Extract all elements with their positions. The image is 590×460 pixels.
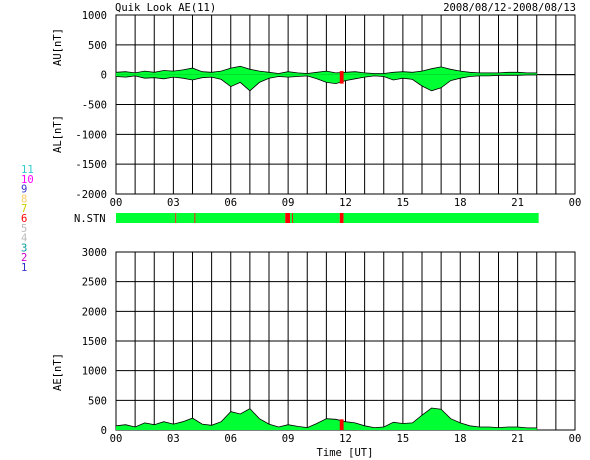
ae-xtick-label: 15 — [397, 433, 410, 445]
au-line — [115, 65, 537, 74]
ae-ytick-label: 0 — [101, 425, 107, 437]
legend-level-10: 10 — [21, 174, 34, 186]
legend-level-1: 1 — [21, 262, 27, 274]
nstn-segment — [291, 213, 293, 223]
legend-level-6: 6 — [21, 213, 27, 225]
nstn-segment — [194, 213, 196, 223]
au-al-xtick-label: 21 — [511, 197, 524, 209]
nstn-segment — [116, 213, 176, 223]
au-al-ytick-label: -1500 — [75, 159, 107, 171]
x-axis-title: Time [UT] — [317, 447, 374, 459]
au-al-ytick-label: -2000 — [75, 189, 107, 201]
ae-line — [115, 407, 537, 429]
au-al-ytick-label: 500 — [88, 40, 107, 52]
ae-xtick-label: 00 — [569, 433, 582, 445]
ae-ylabel: AE[nT] — [52, 353, 64, 391]
au-al-xtick-label: 00 — [110, 197, 123, 209]
ae-xtick-label: 06 — [224, 433, 237, 445]
ae-xtick-label: 00 — [110, 433, 123, 445]
ae-ytick-label: 1500 — [82, 336, 107, 348]
station-count-bar — [116, 213, 539, 223]
legend-level-4: 4 — [21, 233, 27, 245]
ae-ytick-label: 2500 — [82, 277, 107, 289]
date-range: 2008/08/12-2008/08/13 — [443, 2, 576, 14]
ae-xtick-label: 03 — [167, 433, 180, 445]
nstn-segment — [343, 213, 539, 223]
ae-red-marker — [339, 419, 344, 430]
au-al-ytick-label: 0 — [101, 70, 107, 82]
nstn-segment — [292, 213, 340, 223]
legend-level-7: 7 — [21, 203, 27, 215]
au-al-ytick-label: -1000 — [75, 129, 107, 141]
au-al-red-marker — [339, 71, 344, 84]
nstn-segment — [175, 213, 177, 223]
nstn-segment — [176, 213, 195, 223]
au-ylabel: AU[nT] — [52, 28, 64, 66]
legend-level-11: 11 — [21, 164, 34, 176]
au-area — [116, 66, 537, 75]
au-al-xtick-label: 09 — [282, 197, 295, 209]
au-al-xtick-label: 03 — [167, 197, 180, 209]
al-ylabel: AL[nT] — [52, 115, 64, 153]
ae-xtick-label: 18 — [454, 433, 467, 445]
ae-xtick-label: 09 — [282, 433, 295, 445]
au-al-xtick-label: 12 — [339, 197, 352, 209]
nstn-segment — [290, 213, 292, 223]
ae-xtick-label: 21 — [511, 433, 524, 445]
legend-level-5: 5 — [21, 223, 27, 235]
ae-xtick-label: 12 — [339, 433, 352, 445]
legend-level-3: 3 — [21, 242, 27, 254]
au-al-xtick-label: 15 — [397, 197, 410, 209]
au-al-xtick-label: 06 — [224, 197, 237, 209]
nstn-segment — [195, 213, 286, 223]
ae-ytick-label: 500 — [88, 395, 107, 407]
nstn-segment — [339, 213, 344, 223]
nstn-segment — [285, 213, 291, 223]
ae-ytick-label: 1000 — [82, 366, 107, 378]
legend-level-8: 8 — [21, 193, 27, 205]
chart-title: Quik Look AE(11) — [115, 2, 216, 14]
legend-level-2: 2 — [21, 252, 27, 264]
au-al-xtick-label: 00 — [569, 197, 582, 209]
au-al-ytick-label: 1000 — [82, 10, 107, 22]
al-area — [116, 74, 537, 91]
ae-ytick-label: 3000 — [82, 247, 107, 259]
legend-level-9: 9 — [21, 184, 27, 196]
nstn-label: N.STN — [74, 213, 106, 225]
al-line — [115, 74, 537, 92]
au-al-frame — [115, 14, 576, 195]
ae-ytick-label: 2000 — [82, 306, 107, 318]
au-al-xtick-label: 18 — [454, 197, 467, 209]
au-al-ytick-label: -500 — [82, 100, 107, 112]
